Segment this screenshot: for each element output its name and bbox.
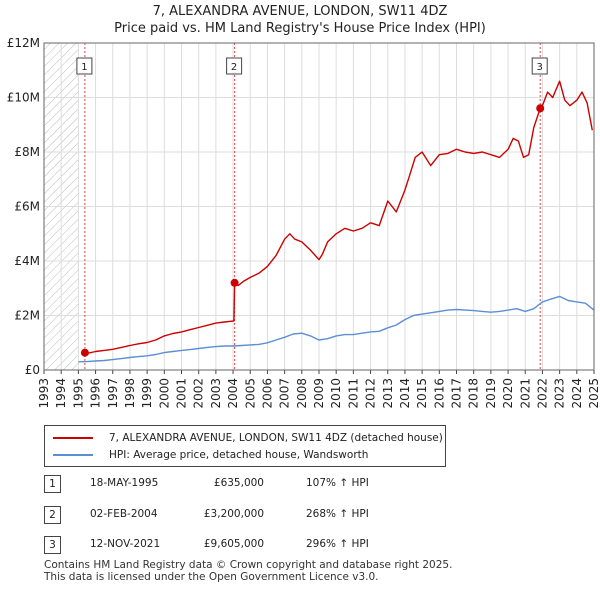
x-tick-label: 2024 — [570, 378, 584, 409]
transaction-row: 3 12-NOV-2021 £9,605,000 296% ↑ HPI — [44, 536, 464, 556]
x-tick-label: 1999 — [140, 378, 154, 409]
chart-subtitle: Price paid vs. HM Land Registry's House … — [114, 21, 486, 36]
transaction-price: £3,200,000 — [203, 508, 264, 520]
chart-title: 7, ALEXANDRA AVENUE, LONDON, SW11 4DZ — [152, 4, 448, 19]
transaction-price: £635,000 — [213, 477, 264, 489]
transaction-date: 02-FEB-2004 — [90, 508, 158, 520]
legend-label-hpi: HPI: Average price, detached house, Wand… — [109, 449, 369, 461]
x-tick-label: 2012 — [364, 378, 378, 409]
transaction-date: 18-MAY-1995 — [90, 477, 159, 489]
x-tick-label: 2015 — [415, 378, 429, 409]
x-tick-label: 2000 — [157, 378, 171, 409]
x-tick-label: 2019 — [484, 378, 498, 409]
y-tick-label: £10M — [7, 91, 40, 105]
x-tick-label: 1997 — [106, 378, 120, 409]
x-tick-label: 2003 — [209, 378, 223, 409]
legend-swatch-hpi — [53, 454, 93, 456]
x-tick-label: 2007 — [278, 378, 292, 409]
legend: 7, ALEXANDRA AVENUE, LONDON, SW11 4DZ (d… — [44, 425, 446, 467]
property-series-line — [84, 80, 593, 354]
transaction-hpi: 107% ↑ HPI — [306, 477, 369, 489]
transaction-row: 1 18-MAY-1995 £635,000 107% ↑ HPI — [44, 475, 464, 495]
footer-license: This data is licensed under the Open Gov… — [44, 571, 379, 583]
transaction-hpi: 268% ↑ HPI — [306, 508, 369, 520]
x-tick-label: 2010 — [329, 378, 343, 409]
x-tick-label: 2017 — [450, 378, 464, 409]
transaction-price: £9,605,000 — [203, 538, 264, 550]
y-tick-label: £8M — [14, 145, 40, 159]
x-tick-label: 2002 — [192, 378, 206, 409]
x-tick-label: 2023 — [553, 378, 567, 409]
sale-label-number: 2 — [231, 62, 237, 73]
sale-point — [80, 348, 89, 357]
legend-item-hpi: HPI: Average price, detached house, Wand… — [53, 447, 368, 463]
x-tick-label: 1995 — [71, 378, 85, 409]
sale-label-number: 1 — [81, 62, 87, 73]
y-tick-label: £4M — [14, 254, 40, 268]
y-tick-label: £12M — [7, 36, 40, 50]
transaction-number: 1 — [44, 475, 61, 493]
sale-point — [230, 278, 239, 287]
sale-label-box — [226, 57, 243, 75]
transaction-number: 3 — [44, 536, 61, 554]
x-tick-label: 2022 — [535, 378, 549, 409]
x-tick-label: 2006 — [260, 378, 274, 409]
x-tick-label: 1994 — [54, 378, 68, 409]
x-tick-label: 2001 — [175, 378, 189, 409]
x-tick-label: 2013 — [381, 378, 395, 409]
x-tick-label: 1993 — [37, 378, 51, 409]
x-tick-label: 2020 — [501, 378, 515, 409]
transaction-number: 2 — [44, 506, 61, 524]
x-tick-label: 2008 — [295, 378, 309, 409]
x-tick-label: 2018 — [467, 378, 481, 409]
sale-label-number: 3 — [537, 62, 543, 73]
x-tick-label: 2025 — [587, 378, 600, 409]
x-tick-label: 2011 — [346, 378, 360, 409]
plot-frame — [43, 42, 595, 371]
x-tick-label: 2004 — [226, 378, 240, 409]
transaction-row: 2 02-FEB-2004 £3,200,000 268% ↑ HPI — [44, 506, 464, 526]
y-tick-label: £6M — [14, 200, 40, 214]
legend-swatch-property — [53, 437, 93, 439]
sale-label-box — [76, 57, 93, 75]
legend-label-property: 7, ALEXANDRA AVENUE, LONDON, SW11 4DZ (d… — [109, 432, 443, 444]
x-tick-label: 2009 — [312, 378, 326, 409]
y-tick-label: £0 — [25, 363, 40, 377]
y-tick-label: £2M — [14, 309, 40, 323]
legend-item-property: 7, ALEXANDRA AVENUE, LONDON, SW11 4DZ (d… — [53, 430, 443, 446]
x-tick-label: 2021 — [518, 378, 532, 409]
transaction-date: 12-NOV-2021 — [90, 538, 161, 550]
sale-label-box — [531, 57, 548, 75]
x-tick-label: 1996 — [89, 378, 103, 409]
hpi-series-line — [78, 295, 595, 363]
x-tick-label: 2014 — [398, 378, 412, 409]
transaction-hpi: 296% ↑ HPI — [306, 538, 369, 550]
x-tick-label: 1998 — [123, 378, 137, 409]
x-tick-label: 2016 — [432, 378, 446, 409]
footer-copyright: Contains HM Land Registry data © Crown c… — [44, 559, 453, 571]
sale-point — [536, 104, 545, 113]
x-tick-label: 2005 — [243, 378, 257, 409]
